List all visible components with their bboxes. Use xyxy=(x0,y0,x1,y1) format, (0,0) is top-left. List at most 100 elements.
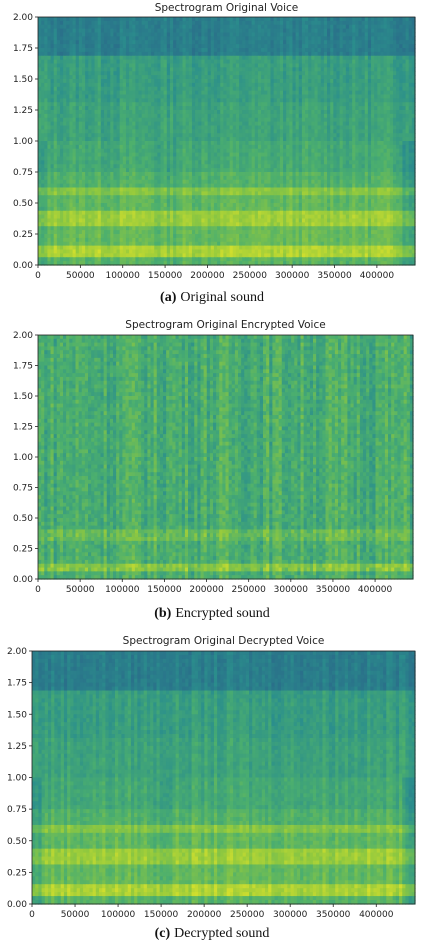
spectrogram-cell xyxy=(119,133,124,138)
spectrogram-cell xyxy=(91,90,96,96)
spectrogram-cell xyxy=(144,160,149,165)
spectrogram-cell xyxy=(166,164,171,169)
spectrogram-cell xyxy=(245,152,250,158)
spectrogram-cell xyxy=(239,44,243,49)
spectrogram-cell xyxy=(100,121,105,127)
spectrogram-cell xyxy=(377,98,382,103)
spectrogram-cell xyxy=(78,125,83,130)
spectrogram-cell xyxy=(352,141,356,146)
spectrogram-cell xyxy=(232,82,237,88)
spectrogram-cell xyxy=(78,106,83,111)
spectrogram-cell xyxy=(364,28,369,34)
spectrogram-cell xyxy=(220,17,224,22)
spectrogram-cell xyxy=(160,51,165,57)
spectrogram-cell xyxy=(191,144,196,150)
spectrogram-cell xyxy=(374,28,378,34)
spectrogram-cell xyxy=(66,86,71,92)
spectrogram-cell xyxy=(53,36,58,41)
spectrogram-cell xyxy=(242,55,246,61)
spectrogram-cell xyxy=(386,113,391,119)
spectrogram-cell xyxy=(270,75,275,80)
spectrogram-cell xyxy=(333,152,338,158)
spectrogram-cell xyxy=(122,117,127,123)
spectrogram-cell xyxy=(38,113,42,119)
spectrogram-cell xyxy=(223,17,228,22)
spectrogram-cell xyxy=(311,133,316,138)
spectrogram-cell xyxy=(97,148,102,154)
spectrogram-cell xyxy=(144,63,149,68)
spectrogram-cell xyxy=(147,113,152,119)
spectrogram-cell xyxy=(270,63,275,68)
spectrogram-cell xyxy=(248,63,253,68)
spectrogram-cell xyxy=(100,28,105,34)
spectrogram-cell xyxy=(396,94,400,99)
spectrogram-cell xyxy=(91,82,96,88)
spectrogram-cell xyxy=(85,79,89,84)
spectrogram-cell xyxy=(129,141,133,146)
spectrogram-cell xyxy=(336,160,341,165)
spectrogram-cell xyxy=(364,152,369,158)
spectrogram-cell xyxy=(41,67,45,72)
spectrogram-cell xyxy=(389,172,394,177)
spectrogram-cell xyxy=(317,48,322,53)
spectrogram-cell xyxy=(270,152,275,158)
spectrogram-cell xyxy=(138,51,143,57)
spectrogram-cell xyxy=(56,82,61,88)
spectrogram-cell xyxy=(160,148,165,154)
spectrogram-cell xyxy=(122,98,127,103)
spectrogram-cell xyxy=(116,175,121,181)
spectrogram-cell xyxy=(374,32,378,37)
spectrogram-cell xyxy=(330,71,334,76)
spectrogram-cell xyxy=(333,141,338,146)
spectrogram-cell xyxy=(217,152,221,158)
spectrogram-cell xyxy=(103,129,108,134)
spectrogram-cell xyxy=(349,156,353,161)
spectrogram-cell xyxy=(91,55,96,61)
spectrogram-cell xyxy=(257,172,262,177)
spectrogram-cell xyxy=(59,148,64,154)
spectrogram-cell xyxy=(107,137,111,142)
spectrogram-cell xyxy=(286,144,290,150)
spectrogram-cell xyxy=(173,51,177,57)
spectrogram-cell xyxy=(160,129,165,134)
spectrogram-cell xyxy=(94,32,99,37)
spectrogram-cell xyxy=(160,141,165,146)
spectrogram-cell xyxy=(235,79,240,84)
spectrogram-cell xyxy=(283,94,287,99)
spectrogram-cell xyxy=(135,125,140,130)
spectrogram-cell xyxy=(339,121,344,127)
spectrogram-cell xyxy=(176,137,180,142)
spectrogram-cell xyxy=(125,28,130,34)
spectrogram-cell xyxy=(69,36,74,41)
spectrogram-cell xyxy=(47,28,52,34)
spectrogram-cell xyxy=(220,164,224,169)
spectrogram-cell xyxy=(327,168,331,173)
spectrogram-cell xyxy=(371,129,375,134)
spectrogram-cell xyxy=(56,55,61,61)
spectrogram-cell xyxy=(129,125,133,130)
spectrogram-cell xyxy=(198,133,202,138)
spectrogram-cell xyxy=(97,125,102,130)
spectrogram-cell xyxy=(371,75,375,80)
spectrogram-cell xyxy=(242,59,246,65)
spectrogram-cell xyxy=(220,90,224,96)
spectrogram-cell xyxy=(333,44,338,49)
spectrogram-cell xyxy=(289,63,294,68)
spectrogram-cell xyxy=(358,36,363,41)
spectrogram-cell xyxy=(245,51,250,57)
spectrogram-cell xyxy=(242,141,246,146)
spectrogram-cell xyxy=(188,59,193,65)
spectrogram-cell xyxy=(380,141,385,146)
spectrogram-cell xyxy=(151,102,155,107)
spectrogram-cell xyxy=(286,125,290,130)
spectrogram-cell xyxy=(352,121,356,127)
spectrogram-cell xyxy=(182,90,187,96)
spectrogram-cell xyxy=(317,117,322,123)
spectrogram-cell xyxy=(314,71,319,76)
spectrogram-cell xyxy=(50,148,55,154)
spectrogram-cell xyxy=(261,160,265,165)
spectrogram-cell xyxy=(245,156,250,161)
spectrogram-cell xyxy=(173,175,177,181)
spectrogram-cell xyxy=(154,63,158,68)
spectrogram-cell xyxy=(119,24,124,30)
